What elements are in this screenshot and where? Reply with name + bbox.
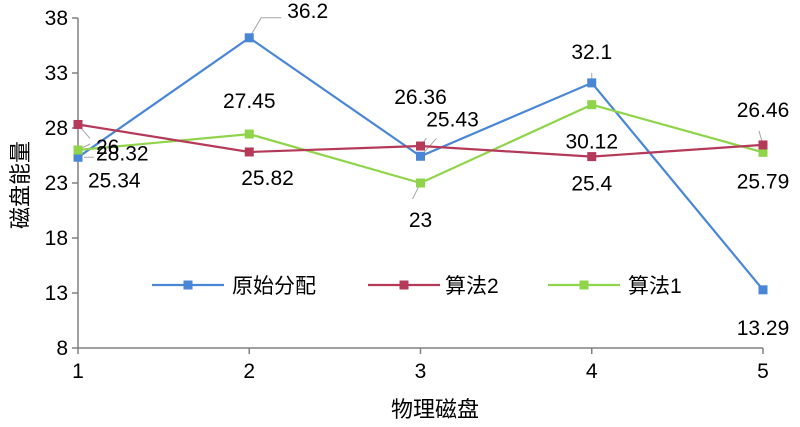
series-marker — [244, 129, 254, 139]
data-label: 27.45 — [223, 90, 276, 113]
x-axis-title: 物理磁盘 — [391, 397, 479, 422]
series-marker — [758, 140, 768, 150]
series-group — [73, 33, 768, 295]
data-label: 25.34 — [88, 169, 141, 192]
data-label: 25.79 — [737, 170, 790, 193]
data-labels: 25.34 36.2 25.43 32.1 13.29 28.32 25.82 26.36 25… — [88, 0, 789, 340]
data-label: 25.43 — [426, 108, 479, 131]
y-tick-label: 18 — [45, 227, 68, 250]
y-tick-label: 28 — [45, 117, 68, 140]
data-label-leader — [248, 17, 282, 39]
y-tick-label: 38 — [45, 7, 68, 30]
series-marker — [587, 100, 597, 110]
x-tick-label: 3 — [415, 360, 427, 383]
series-marker — [73, 119, 83, 129]
data-label: 32.1 — [571, 41, 612, 64]
series-line — [77, 36, 764, 291]
data-label: 26.36 — [394, 86, 447, 109]
data-label: 30.12 — [565, 131, 618, 154]
series-marker — [587, 78, 597, 88]
data-label: 36.2 — [287, 0, 328, 23]
series-marker — [587, 152, 597, 162]
x-tick-label: 5 — [757, 360, 769, 383]
data-label: 25.82 — [241, 167, 294, 190]
series-marker — [416, 151, 425, 161]
x-tick-label: 1 — [72, 360, 84, 383]
series-marker — [244, 33, 254, 43]
data-label: 13.29 — [737, 317, 790, 340]
series-marker — [73, 145, 83, 155]
series-marker — [416, 141, 425, 151]
y-tick-label: 13 — [45, 282, 68, 305]
y-tick-label: 8 — [56, 337, 68, 360]
legend-label: 算法1 — [628, 275, 682, 298]
legend-label: 算法2 — [445, 275, 499, 298]
series-marker — [73, 152, 83, 162]
legend-marker — [183, 280, 193, 290]
series-marker — [758, 147, 768, 157]
data-label: 26.46 — [737, 99, 790, 122]
data-label: 26 — [96, 136, 119, 159]
x-tick-label: 4 — [586, 360, 598, 383]
y-tick-label: 33 — [45, 62, 68, 85]
x-tick-label: 2 — [243, 360, 255, 383]
y-tick-label: 23 — [45, 172, 68, 195]
legend-marker — [399, 280, 409, 290]
legend-label: 原始分配 — [232, 275, 316, 298]
data-label: 25.4 — [571, 173, 612, 196]
x-axis-ticks: 1 2 3 4 5 — [72, 348, 769, 383]
series-marker — [244, 147, 254, 157]
legend-marker — [579, 280, 589, 290]
series-marker — [758, 285, 768, 295]
data-label: 28.32 — [96, 142, 149, 165]
data-label: 23 — [409, 209, 432, 232]
y-axis-title: 磁盘能量 — [8, 141, 33, 229]
y-axis-ticks: 8 13 18 23 28 33 38 — [45, 7, 78, 360]
series-marker — [416, 178, 425, 188]
legend: 原始分配 算法2 算法1 — [152, 275, 682, 298]
